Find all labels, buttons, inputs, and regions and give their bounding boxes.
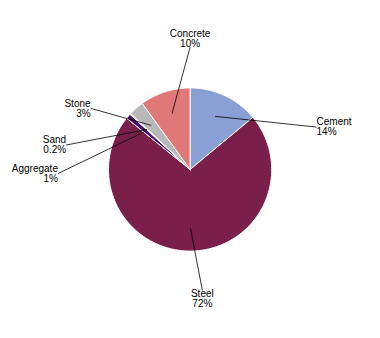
- svg-text:Sand0.2%: Sand0.2%: [43, 134, 66, 155]
- svg-text:Aggregate1%: Aggregate1%: [12, 163, 59, 184]
- svg-text:Steel72%: Steel72%: [191, 288, 214, 309]
- svg-text:Cement14%: Cement14%: [317, 116, 352, 137]
- svg-text:Concrete10%: Concrete10%: [170, 28, 211, 49]
- svg-text:Stone3%: Stone3%: [64, 98, 91, 119]
